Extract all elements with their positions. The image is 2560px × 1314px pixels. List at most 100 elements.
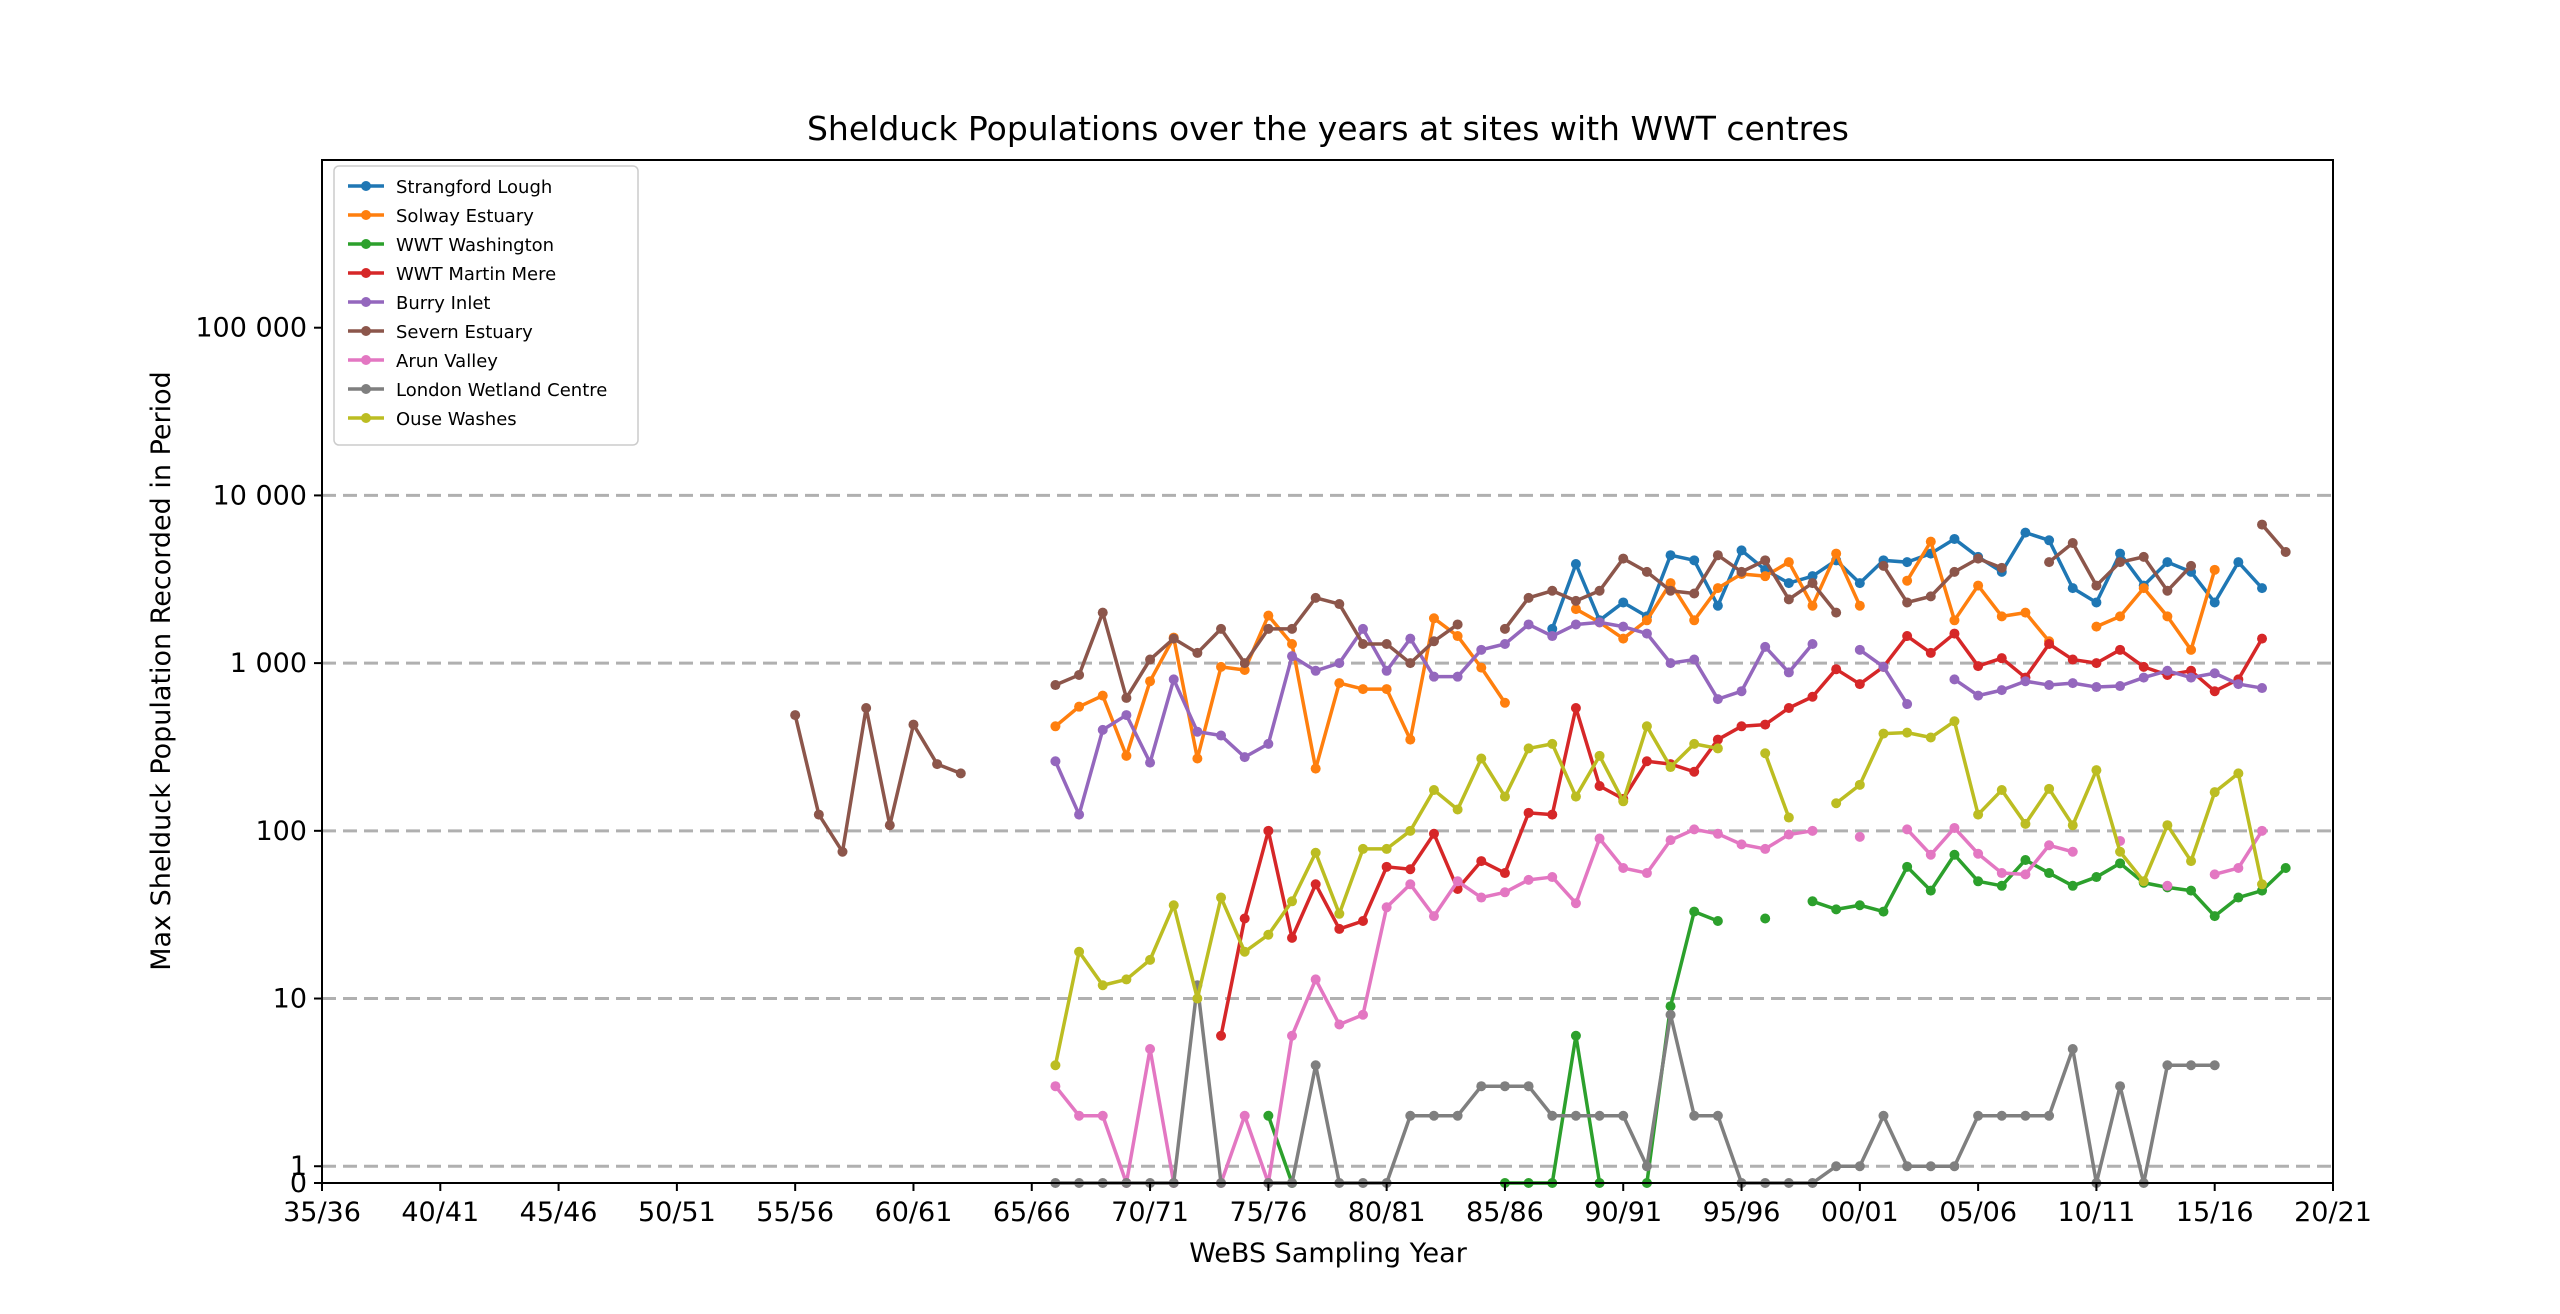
data-point — [1523, 807, 1534, 818]
legend-item: Ouse Washes — [348, 409, 517, 430]
data-point — [2209, 869, 2220, 880]
legend-marker — [361, 326, 371, 336]
data-point — [1712, 734, 1723, 745]
data-point — [1310, 665, 1321, 676]
data-point — [1570, 595, 1581, 606]
data-point — [1547, 585, 1558, 596]
x-tick-label: 15/16 — [2176, 1197, 2254, 1228]
data-point — [1618, 1110, 1629, 1121]
data-point — [2186, 885, 2197, 896]
x-tick-label: 45/46 — [520, 1197, 598, 1228]
data-point — [1428, 671, 1439, 682]
data-point — [1097, 690, 1108, 701]
data-point — [1973, 848, 1984, 859]
y-tick-label: 1 000 — [230, 648, 307, 679]
x-tick-label: 40/41 — [401, 1197, 479, 1228]
data-point — [2020, 527, 2031, 538]
data-point — [2257, 519, 2268, 530]
data-point — [1996, 1110, 2007, 1121]
data-point — [1097, 980, 1108, 991]
data-point — [1878, 1110, 1889, 1121]
legend-item: Burry Inlet — [348, 293, 490, 314]
legend-marker — [361, 355, 371, 365]
data-point — [1097, 1110, 1108, 1121]
data-point — [1807, 600, 1818, 611]
data-point — [1854, 600, 1865, 611]
data-point — [1902, 1161, 1913, 1172]
data-point — [1689, 654, 1700, 665]
data-point — [1641, 756, 1652, 767]
data-point — [1050, 756, 1061, 767]
data-point — [1594, 1110, 1605, 1121]
data-point — [1878, 728, 1889, 739]
data-point — [1689, 555, 1700, 566]
data-point — [1878, 906, 1889, 917]
data-point — [2138, 583, 2149, 594]
series-line — [1266, 1115, 1294, 1184]
data-point — [1192, 726, 1203, 737]
data-point — [1665, 550, 1676, 561]
data-point — [1783, 667, 1794, 678]
data-point — [2138, 876, 2149, 887]
data-point — [1783, 702, 1794, 713]
data-point — [1831, 1161, 1842, 1172]
x-tick-label: 75/76 — [1229, 1197, 1307, 1228]
data-point — [1381, 902, 1392, 913]
data-point — [1476, 662, 1487, 673]
data-point — [1570, 619, 1581, 630]
data-point — [1925, 885, 1936, 896]
data-point — [2209, 686, 2220, 697]
data-point — [1216, 623, 1227, 634]
data-point — [1949, 849, 1960, 860]
data-point — [1902, 824, 1913, 835]
data-point — [2186, 856, 2197, 867]
axis-ticks: 35/36 40/41 45/46 50/51 55/56 60/61 65/66 70/71… — [195, 313, 2372, 1228]
y-tick-label: 0 — [290, 1168, 307, 1199]
data-point — [1902, 861, 1913, 872]
data-point — [1973, 1110, 1984, 1121]
data-point — [2162, 557, 2173, 568]
data-point — [1192, 993, 1203, 1004]
data-point — [2233, 679, 2244, 690]
data-point — [1357, 915, 1368, 926]
data-point — [1452, 631, 1463, 642]
legend-label: WWT Martin Mere — [396, 264, 556, 285]
data-point — [1145, 676, 1156, 687]
data-point — [1145, 757, 1156, 768]
data-point — [1263, 1110, 1274, 1121]
data-point — [2020, 869, 2031, 880]
data-point — [1736, 721, 1747, 732]
data-point — [2162, 585, 2173, 596]
data-point — [1074, 669, 1085, 680]
data-point — [1216, 730, 1227, 741]
data-point — [2233, 892, 2244, 903]
data-point — [1949, 1161, 1960, 1172]
data-point — [1878, 661, 1889, 672]
x-tick-label: 00/01 — [1821, 1197, 1899, 1228]
data-point — [2186, 644, 2197, 655]
data-point — [1357, 639, 1368, 650]
data-point — [1665, 585, 1676, 596]
data-point — [1878, 560, 1889, 571]
y-tick-label: 10 — [273, 984, 307, 1015]
data-point — [1499, 791, 1510, 802]
data-point — [1547, 738, 1558, 749]
data-point — [1523, 619, 1534, 630]
data-point — [955, 768, 966, 779]
data-point — [2067, 538, 2078, 549]
data-point — [1736, 839, 1747, 850]
data-point — [1523, 743, 1534, 754]
data-point — [1807, 571, 1818, 582]
data-point — [1381, 843, 1392, 854]
data-point — [1783, 829, 1794, 840]
data-point — [1925, 647, 1936, 658]
legend-box — [333, 165, 639, 446]
data-point — [1547, 1110, 1558, 1121]
legend-marker — [361, 384, 371, 394]
data-point — [1996, 880, 2007, 891]
data-point — [2115, 858, 2126, 869]
data-point — [2209, 911, 2220, 922]
x-axis-label: WeBS Sampling Year — [1189, 1238, 1468, 1269]
legend-item: London Wetland Centre — [348, 380, 607, 401]
